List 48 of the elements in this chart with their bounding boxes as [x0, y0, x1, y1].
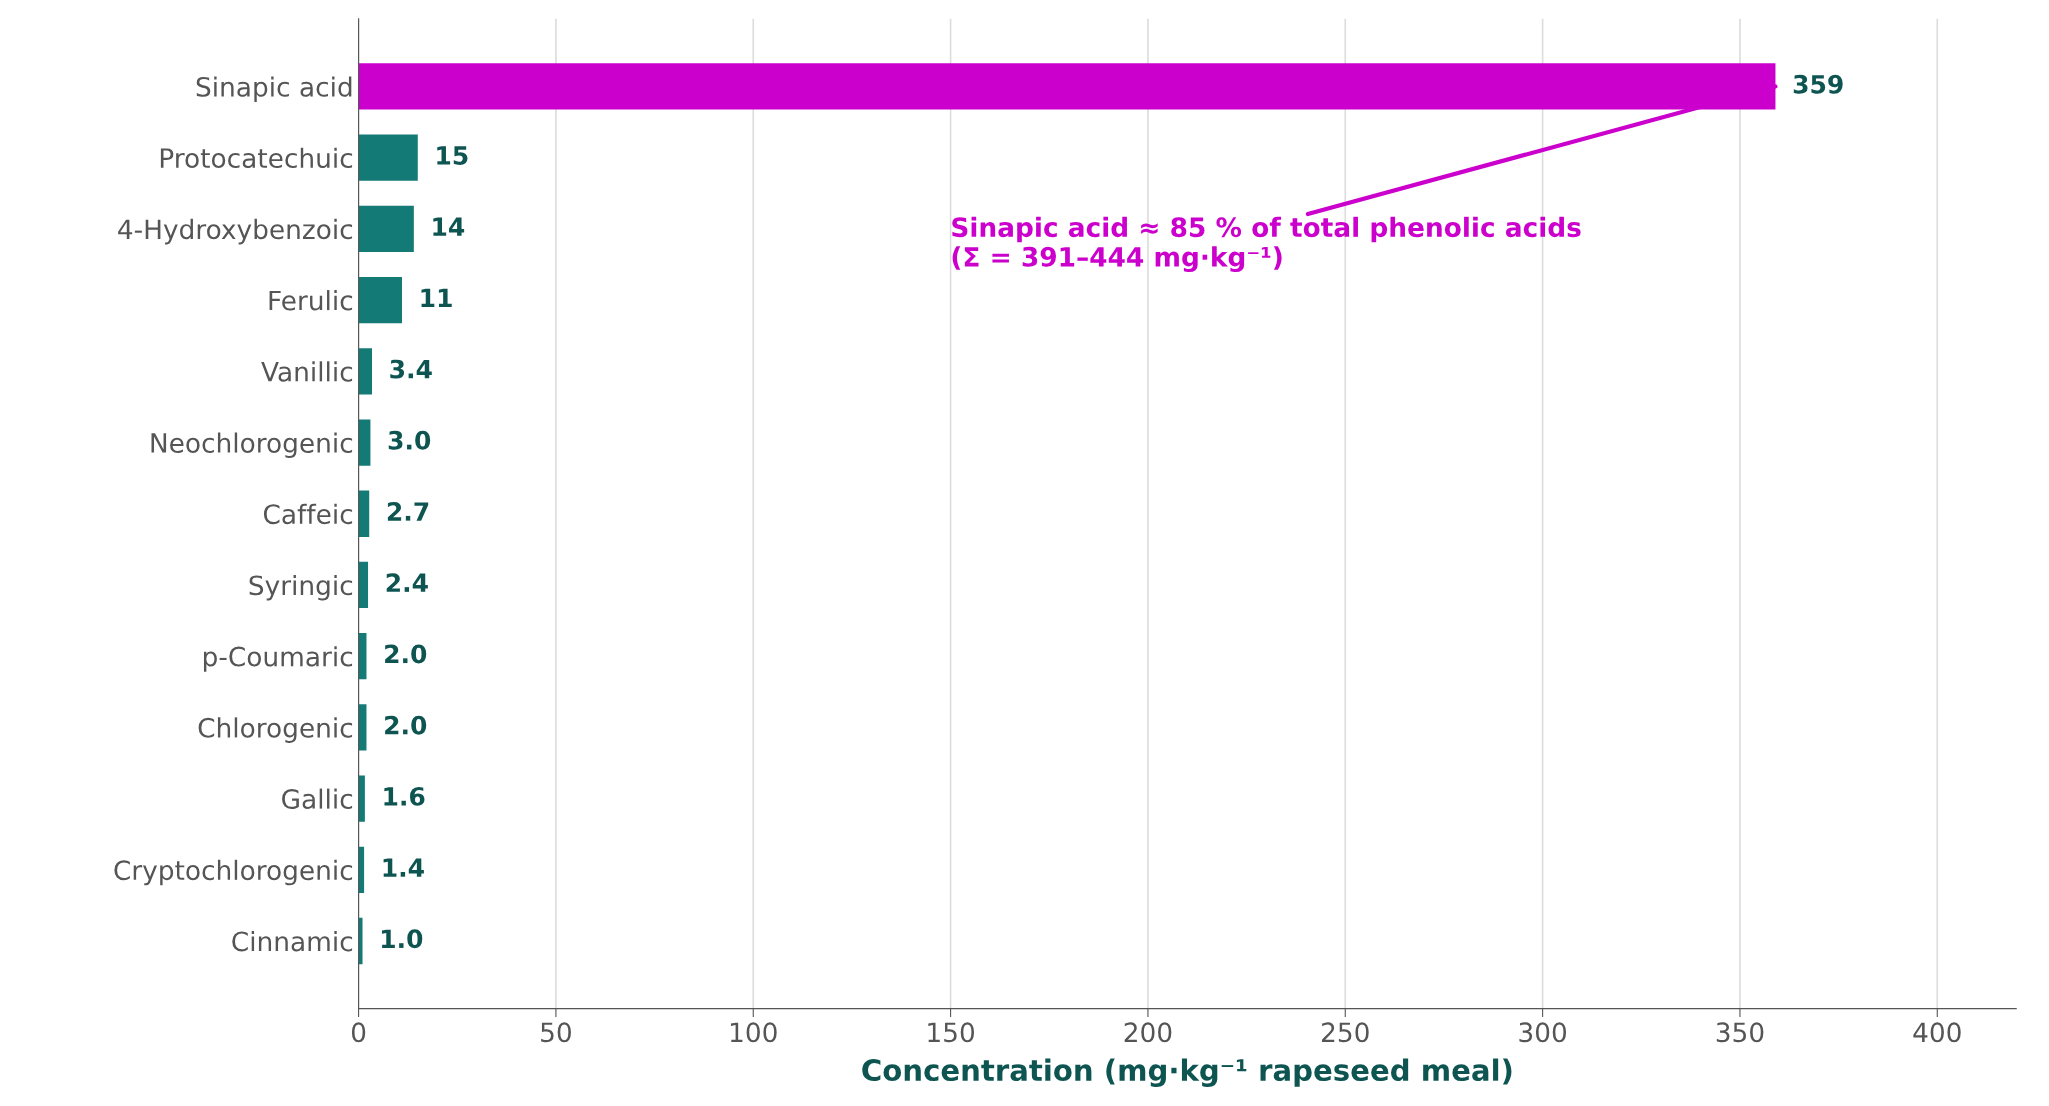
- data-label: 1.0: [382, 929, 423, 949]
- x-tick-label: 100: [730, 1022, 777, 1043]
- bar: [358, 205, 414, 253]
- y-tick-label: Syringic: [249, 574, 353, 601]
- data-label: 14: [433, 217, 465, 236]
- bar: [358, 846, 365, 893]
- bar: [358, 490, 370, 537]
- bar: [358, 561, 369, 609]
- x-tick-label: 350: [1716, 1022, 1764, 1043]
- data-label: 359: [1793, 74, 1843, 94]
- y-tick-label: Ferulic: [269, 290, 353, 311]
- data-label: 2.4: [386, 573, 428, 592]
- annotation: Sinapic acid ≈ 85 % of total phenolic acids (Σ = 391–444 mg·kg⁻¹): [952, 216, 1581, 273]
- bar: [358, 276, 402, 324]
- y-tick-label: Protocatechuic: [160, 147, 353, 169]
- bar: [358, 704, 367, 751]
- y-tick-label: Gallic: [282, 788, 353, 809]
- data-label: 3.0: [388, 430, 431, 450]
- x-tick-label: 0: [351, 1022, 366, 1043]
- y-tick-label: Neochlorogenic: [151, 432, 353, 459]
- data-label: 2.0: [385, 715, 427, 735]
- bar: [358, 134, 418, 181]
- y-tick-label: Chlorogenic: [198, 717, 353, 743]
- x-tick-label: 250: [1322, 1022, 1369, 1043]
- data-label: 1.4: [383, 858, 424, 877]
- bar: [358, 419, 371, 466]
- data-label: 2.0: [385, 644, 427, 664]
- x-tick-label: 150: [928, 1022, 975, 1043]
- data-label: 1.6: [384, 786, 425, 806]
- y-tick-label: Cryptochlorogenic: [114, 859, 353, 886]
- data-label: 2.7: [387, 502, 429, 521]
- bar: [358, 917, 363, 965]
- y-tick-label: Vanillic: [261, 361, 353, 382]
- y-tick-label: Sinapic acid: [196, 76, 352, 102]
- x-axis-title: Concentration (mg·kg⁻¹ rapeseed meal): [862, 1058, 1512, 1087]
- x-tick-label: 300: [1519, 1022, 1567, 1043]
- x-tick-label: 50: [541, 1022, 571, 1043]
- x-tick-label: 400: [1913, 1022, 1961, 1043]
- y-tick-label: Cinnamic: [232, 930, 353, 952]
- data-label: 15: [437, 146, 468, 165]
- data-label: 11: [421, 288, 452, 307]
- y-tick-label: Caffeic: [263, 503, 353, 525]
- bar: [358, 775, 365, 822]
- x-tick-label: 200: [1124, 1022, 1172, 1043]
- data-label: 3.4: [390, 359, 432, 379]
- y-tick-label: 4-Hydroxybenzoic: [118, 218, 353, 245]
- bar: [358, 348, 372, 395]
- y-tick-label: p-Coumaric: [203, 646, 353, 672]
